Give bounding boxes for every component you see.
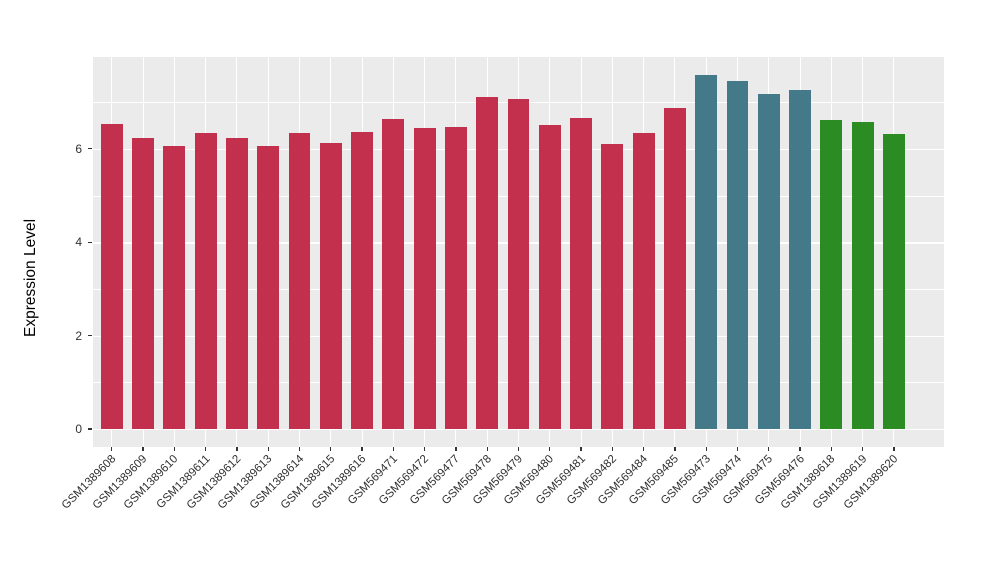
x-tick-mark-GSM569471 xyxy=(392,447,395,451)
plot-panel xyxy=(93,57,944,447)
y-tick-mark-2 xyxy=(88,334,92,337)
bar-GSM569477 xyxy=(444,127,467,429)
x-tick-mark-GSM569477 xyxy=(455,447,457,451)
x-tick-mark-GSM1389620 xyxy=(893,447,895,451)
x-tick-mark-GSM569475 xyxy=(768,447,770,451)
x-tick-mark-GSM1389612 xyxy=(236,447,238,451)
x-tick-mark-GSM569476 xyxy=(799,447,801,451)
x-tick-mark-GSM569474 xyxy=(736,447,739,451)
x-tick-mark-GSM1389608 xyxy=(111,447,113,451)
x-tick-mark-GSM1389616 xyxy=(361,447,363,451)
x-tick-mark-GSM1389610 xyxy=(173,447,176,451)
x-tick-mark-GSM569480 xyxy=(549,447,551,451)
x-tick-mark-GSM569484 xyxy=(642,447,645,451)
x-tick-mark-GSM1389619 xyxy=(861,447,864,451)
y-tick-label-4: 4 xyxy=(75,235,82,250)
bar-GSM1389613 xyxy=(257,146,280,429)
bar-GSM1389620 xyxy=(882,134,905,429)
bar-GSM1389619 xyxy=(851,121,874,429)
y-tick-mark-4 xyxy=(88,241,92,243)
bar-GSM1389611 xyxy=(194,133,217,429)
x-tick-mark-GSM569478 xyxy=(486,447,488,451)
y-tick-mark-0 xyxy=(88,428,92,430)
bar-GSM569485 xyxy=(663,107,686,429)
bar-GSM569471 xyxy=(382,119,405,429)
bar-GSM1389615 xyxy=(319,143,342,429)
bar-GSM569481 xyxy=(570,117,592,429)
x-tick-mark-GSM569472 xyxy=(423,447,426,451)
x-tick-mark-GSM569485 xyxy=(674,447,676,451)
y-tick-label-2: 2 xyxy=(75,328,82,343)
x-tick-mark-GSM1389614 xyxy=(298,447,301,451)
y-tick-label-6: 6 xyxy=(75,141,82,156)
bar-GSM1389610 xyxy=(163,146,186,429)
bar-GSM1389618 xyxy=(820,119,843,429)
x-tick-mark-GSM1389618 xyxy=(830,447,833,451)
bar-GSM569484 xyxy=(632,132,655,429)
bar-GSM569475 xyxy=(757,94,780,429)
x-tick-mark-GSM569479 xyxy=(517,447,520,451)
x-tick-mark-GSM569482 xyxy=(611,447,614,451)
bar-GSM569478 xyxy=(476,97,499,429)
bar-GSM1389614 xyxy=(288,132,311,429)
bar-GSM1389616 xyxy=(351,132,373,429)
bar-GSM569473 xyxy=(695,74,718,429)
x-tick-mark-GSM1389613 xyxy=(267,447,269,451)
y-tick-label-0: 0 xyxy=(75,422,82,436)
bar-GSM569479 xyxy=(507,99,530,429)
bar-GSM1389609 xyxy=(132,138,154,429)
x-tick-mark-GSM1389609 xyxy=(142,447,144,451)
bar-GSM569480 xyxy=(538,125,561,429)
bar-GSM569472 xyxy=(413,128,436,429)
y-tick-mark-6 xyxy=(88,148,92,150)
x-tick-mark-GSM569473 xyxy=(705,447,707,451)
bar-GSM569482 xyxy=(601,143,624,429)
x-tick-mark-GSM1389615 xyxy=(330,447,332,451)
bar-GSM569476 xyxy=(789,89,812,429)
bar-GSM569474 xyxy=(726,80,749,429)
bar-GSM1389608 xyxy=(100,124,123,429)
x-tick-mark-GSM569481 xyxy=(580,447,582,451)
bar-GSM1389612 xyxy=(225,138,248,429)
x-tick-mark-GSM1389611 xyxy=(204,447,207,451)
